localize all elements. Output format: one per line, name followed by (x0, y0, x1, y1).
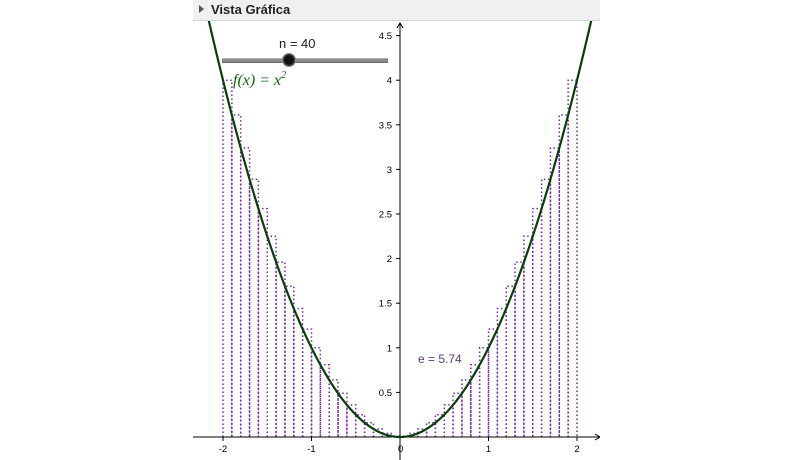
function-lhs: f(x) (233, 72, 256, 89)
y-tick-label: 2 (387, 254, 392, 265)
riemann-rect (337, 392, 348, 437)
riemann-rect (266, 235, 277, 437)
graphics-view-header: Vista Gráfica (193, 0, 600, 21)
function-equals: = (259, 72, 270, 89)
y-tick-label: 2.5 (379, 210, 392, 221)
y-tick-label: 4 (387, 76, 392, 87)
riemann-rect (257, 207, 268, 437)
riemann-rect (275, 261, 286, 437)
axes: -2 -1 0 1 2 0.5 1 1.5 2 2.5 3 3.5 4 4.5 (193, 22, 600, 460)
panel-title: Vista Gráfica (211, 2, 291, 17)
x-tick-label: 2 (574, 444, 579, 455)
riemann-rect (301, 328, 313, 437)
function-label: f(x) = x2 (233, 70, 287, 90)
riemann-rect (558, 114, 569, 437)
riemann-rect (284, 285, 295, 437)
riemann-rect (452, 392, 463, 437)
y-tick-label: 3.5 (379, 120, 392, 131)
riemann-rect (239, 147, 251, 437)
riemann-rect (523, 235, 534, 437)
n-slider[interactable] (220, 52, 390, 68)
function-base: x (274, 72, 282, 89)
slider-track[interactable] (222, 58, 388, 63)
sum-value-label: e = 5.74 (418, 352, 462, 366)
y-tick-label: 3 (387, 165, 392, 176)
riemann-rect (478, 347, 490, 437)
riemann-rect (248, 178, 260, 437)
x-tick-label: -2 (219, 444, 227, 455)
x-tick-label: 1 (486, 444, 491, 455)
x-axis-arrow (594, 433, 600, 441)
slider-label: n = 40 (279, 36, 316, 51)
riemann-rect (328, 379, 339, 437)
riemann-rect (505, 285, 516, 437)
y-tick-label: 4.5 (379, 31, 392, 42)
riemann-rect (540, 178, 552, 437)
collapse-triangle-icon[interactable] (199, 5, 204, 13)
function-exponent: 2 (281, 70, 287, 81)
graphics-view[interactable]: -2 -1 0 1 2 0.5 1 1.5 2 2.5 3 3.5 4 4.5 (193, 21, 600, 460)
y-tick-label: 0.5 (379, 388, 392, 399)
function-curve (207, 21, 593, 439)
riemann-rect (461, 379, 472, 437)
slider-thumb[interactable] (282, 53, 296, 67)
riemann-rect (470, 363, 481, 437)
riemann-rectangles (222, 79, 578, 437)
riemann-rect (532, 207, 543, 437)
y-axis-arrow (396, 22, 404, 29)
plot-canvas[interactable]: -2 -1 0 1 2 0.5 1 1.5 2 2.5 3 3.5 4 4.5 (193, 21, 600, 460)
riemann-rect (310, 347, 322, 437)
riemann-rect (231, 114, 242, 437)
riemann-rect (549, 147, 561, 437)
riemann-rect (222, 79, 233, 437)
y-tick-label: 1 (387, 343, 392, 354)
riemann-rect (567, 79, 578, 437)
x-tick-label: 0 (398, 444, 403, 455)
x-tick-label: -1 (307, 444, 315, 455)
riemann-rect (487, 328, 499, 437)
y-tick-label: 1.5 (379, 299, 392, 310)
riemann-rect (496, 307, 507, 437)
riemann-rect (319, 363, 330, 437)
riemann-rect (514, 261, 525, 437)
riemann-rect (293, 307, 304, 437)
